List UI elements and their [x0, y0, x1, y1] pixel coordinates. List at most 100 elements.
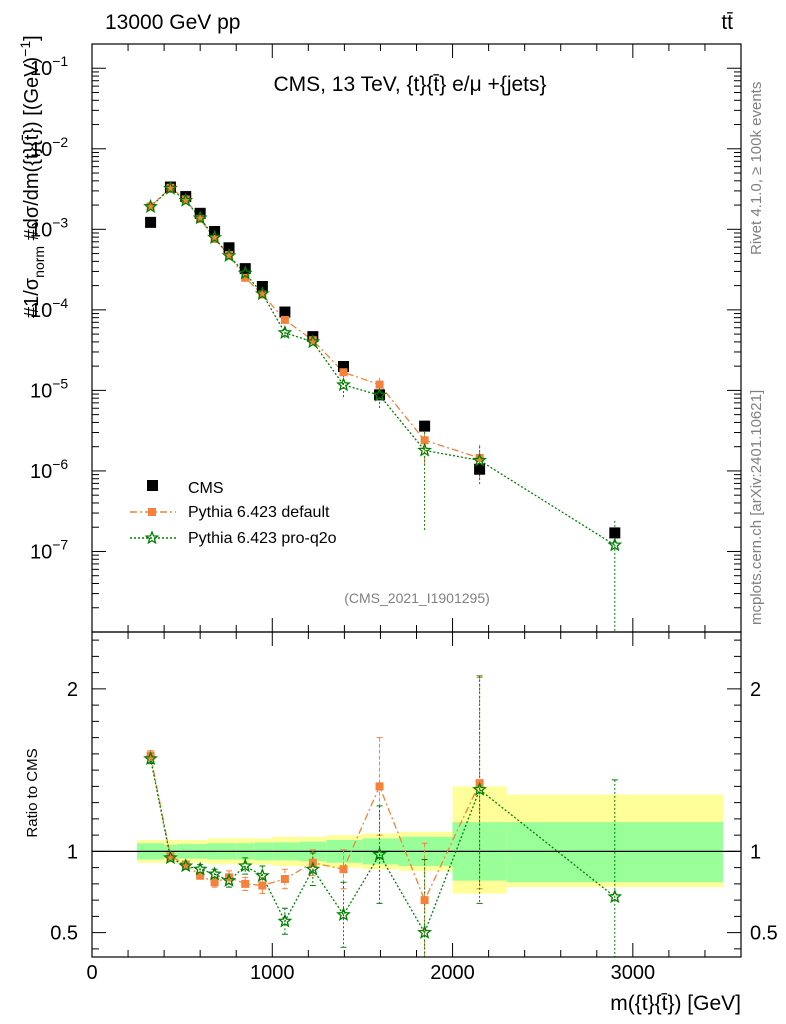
y-tick-label-ratio-left: 0.5	[50, 923, 78, 945]
chart-title: CMS, 13 TeV, {t}{t̄} e/μ +{jets}	[273, 73, 546, 96]
proq2o-ratio-point	[417, 924, 433, 939]
default-ratio-point	[280, 875, 289, 883]
default-ratio-point	[146, 751, 155, 760]
y-tick-label-main: 10−1	[30, 53, 68, 80]
proq2o-ratio-point	[163, 850, 178, 865]
rivet-label: Rivet 4.1.0, ≥ 100k events	[748, 82, 765, 255]
y-tick-label-ratio-right: 2	[750, 679, 761, 701]
y-tick-label-main: 10−7	[30, 536, 68, 563]
proq2o-ratio-point	[372, 846, 387, 861]
ratio-y-label: Ratio to CMS	[24, 748, 41, 837]
proq2o-ratio-point	[178, 858, 194, 873]
y-tick-label-main: 10−3	[30, 214, 68, 241]
proq2o-ratio-point	[336, 906, 351, 922]
proq2o-ratio-point	[277, 913, 293, 928]
proq2o-ratio-point	[254, 867, 270, 883]
cms-point	[223, 242, 235, 254]
x-tick-label: 3000	[611, 962, 656, 984]
default-point	[146, 202, 155, 211]
default-ratio-point	[375, 782, 384, 791]
proq2o-point	[163, 180, 178, 195]
default-point	[210, 234, 219, 243]
proq2o-ratio-point	[192, 861, 208, 876]
default-ratio-point	[420, 896, 429, 905]
proq2o-point	[254, 286, 270, 301]
default-point	[225, 250, 234, 259]
proq2o-point	[336, 377, 351, 392]
proq2o-point	[277, 324, 293, 340]
legend-label-proq2o: Pythia 6.423 pro-q2o	[188, 530, 337, 547]
proq2o-ratio-point	[472, 781, 487, 796]
legend-label-cms: CMS	[188, 480, 224, 497]
legend: CMS Pythia 6.423 default Pythia 6.423 pr…	[130, 480, 337, 547]
y-tick-label-main: 10−4	[30, 295, 68, 322]
header-left: 13000 GeV pp	[105, 11, 240, 34]
default-ratio-point	[241, 879, 250, 888]
cms-point	[374, 389, 386, 401]
cms-point	[337, 360, 349, 372]
default-point	[308, 336, 317, 345]
default-ratio-point	[258, 881, 267, 890]
default-ratio-point	[225, 873, 234, 882]
cms-point	[609, 527, 621, 539]
default-point	[166, 183, 175, 192]
y-tick-label-ratio-right: 0.5	[750, 923, 778, 945]
proq2o-point	[143, 198, 158, 213]
cms-point	[419, 420, 431, 432]
default-ratio-point	[166, 852, 175, 861]
y-tick-label-ratio-left: 1	[67, 841, 78, 863]
default-point	[196, 214, 205, 223]
proq2o-ratio-point	[221, 872, 237, 887]
proq2o-ratio-point	[237, 858, 253, 873]
y-tick-label-main: 10−6	[30, 456, 68, 483]
y-tick-label-ratio-right: 1	[750, 841, 761, 863]
x-tick-label: 0	[86, 962, 97, 984]
proq2o-point	[178, 192, 194, 207]
default-point	[420, 436, 429, 445]
default-point	[280, 315, 289, 324]
legend-label-default: Pythia 6.423 default	[188, 504, 330, 521]
proq2o-point	[417, 442, 433, 457]
main-panel: 10−7 10−6 10−5 10−4 10−3 10−2 10−1 CMS, 13 TeV…	[17, 35, 742, 633]
proq2o-point	[472, 452, 487, 467]
header-right: tt̄	[721, 11, 733, 34]
mcplots-label: mcplots.cern.ch [arXiv:2401.10621]	[748, 390, 765, 625]
default-ratio-point	[196, 871, 205, 880]
default-ratio-point	[339, 865, 348, 874]
default-ratio-point	[181, 860, 190, 869]
proq2o-point	[607, 537, 623, 552]
proq2o-ratio-point	[607, 889, 623, 904]
proq2o-ratio-point	[143, 750, 158, 766]
legend-marker-default	[148, 508, 156, 516]
proq2o-point	[221, 247, 237, 263]
default-point	[339, 368, 348, 377]
default-ratio-point	[210, 878, 219, 887]
y-tick-label-main: 10−5	[30, 375, 68, 402]
x-tick-label: 1000	[250, 962, 295, 984]
x-tick-label: 2000	[430, 962, 475, 984]
ratio-panel: 0.5 0.5 1 1 2 2 Ratio to CMS	[24, 631, 778, 958]
cms-point	[474, 463, 486, 475]
proq2o-point	[192, 210, 208, 225]
proq2o-ratio-point	[305, 861, 321, 876]
x-axis-label: m({t}{t̄}) [GeV]	[610, 992, 741, 1015]
default-point	[375, 380, 384, 389]
y-tick-label-ratio-left: 2	[67, 679, 78, 701]
line-default-main	[150, 186, 480, 459]
y-tick-label-main: 10−2	[30, 134, 68, 161]
proq2o-ratio-point	[207, 866, 222, 881]
default-point	[241, 273, 250, 282]
proq2o-point	[305, 334, 321, 349]
legend-marker-cms	[147, 480, 158, 491]
default-point	[258, 290, 267, 299]
default-point	[181, 195, 190, 204]
legend-marker-proq2o	[144, 530, 160, 545]
proq2o-point	[207, 229, 222, 244]
y-axis-label: #1/σnorm #dσ/dm({t}{t̄}) [(GeV)−1]	[17, 35, 47, 318]
proq2o-point	[237, 265, 253, 280]
cms-point	[279, 306, 291, 318]
analysis-tag: (CMS_2021_I1901295)	[344, 590, 490, 606]
default-point	[475, 453, 484, 462]
cms-point	[145, 216, 157, 228]
